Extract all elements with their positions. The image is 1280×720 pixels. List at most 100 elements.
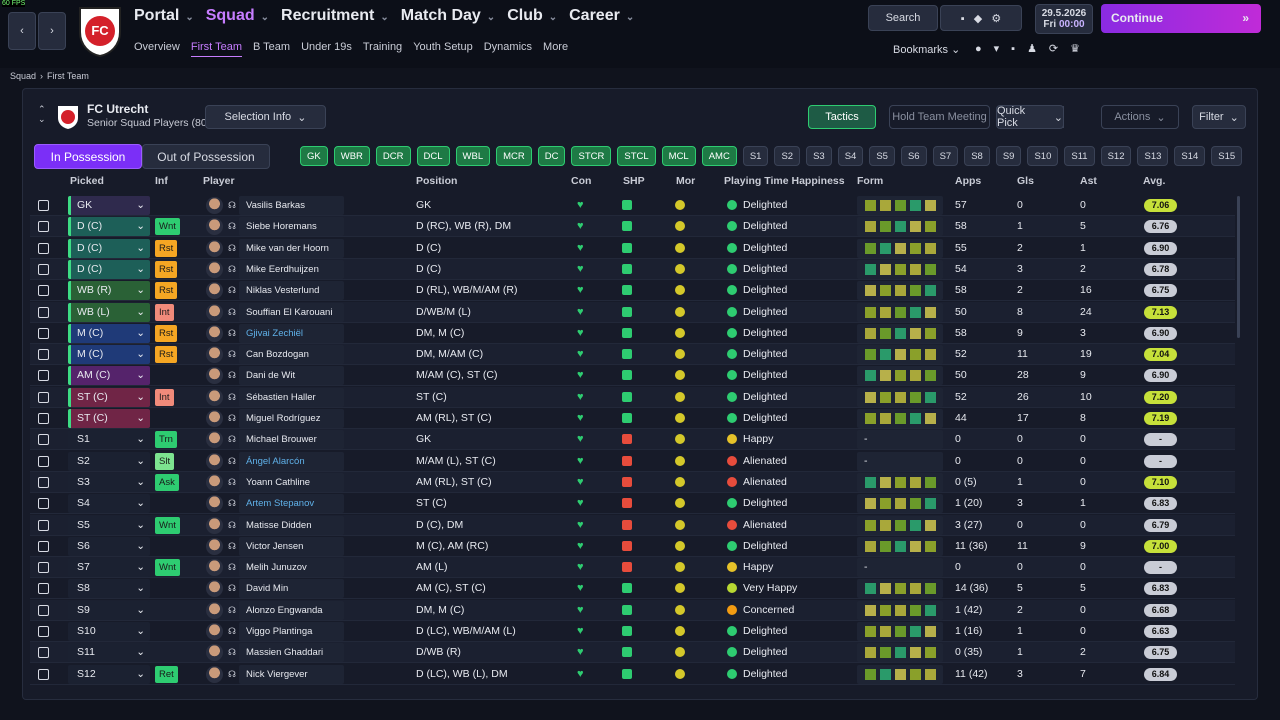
- quick-icons[interactable]: ●▾▪♟⟳♛: [975, 43, 1093, 55]
- checkbox[interactable]: [38, 434, 49, 446]
- checkbox[interactable]: [38, 604, 49, 616]
- crumb-item[interactable]: Squad: [10, 71, 37, 81]
- subnav-item[interactable]: Under 19s: [301, 41, 352, 53]
- sub-button[interactable]: S14: [1174, 146, 1206, 166]
- tab[interactable]: Out of Possession: [142, 144, 270, 169]
- position-button[interactable]: AMC: [701, 146, 737, 166]
- checkbox[interactable]: [38, 540, 49, 552]
- subnav-item[interactable]: Dynamics: [483, 41, 533, 53]
- player-row[interactable]: S7 ⌄ Wnt ☊ Melih Junuzov AM (L) ♥ Happy - 0 0 0 -: [30, 557, 1235, 579]
- sub-button[interactable]: S1: [742, 146, 769, 166]
- tab[interactable]: In Possession: [34, 144, 142, 169]
- crumb-item[interactable]: First Team: [47, 71, 89, 81]
- date-box[interactable]: 29.5.2026 Fri 00:00: [1035, 4, 1093, 34]
- picked-select[interactable]: S11 ⌄: [68, 643, 150, 663]
- picked-select[interactable]: S6 ⌄: [68, 536, 150, 556]
- picked-select[interactable]: D (C) ⌄: [68, 217, 150, 237]
- player-name[interactable]: Viggo Plantinga: [239, 622, 344, 641]
- player-row[interactable]: ST (C) ⌄ ☊ Miguel Rodríguez AM (RL), ST (C) ♥…: [30, 408, 1235, 429]
- action-button[interactable]: Filter ⌄: [1192, 105, 1246, 129]
- sub-button[interactable]: S12: [1100, 146, 1132, 166]
- sub-button[interactable]: S13: [1137, 146, 1169, 166]
- sub-button[interactable]: S11: [1064, 146, 1095, 166]
- player-row[interactable]: M (C) ⌄ Rst ☊ Gjivai Zechiël DM, M (C) ♥ Deligh…: [30, 322, 1235, 344]
- bookmarks[interactable]: Bookmarks ⌄: [893, 44, 961, 56]
- sub-button[interactable]: S4: [837, 146, 864, 166]
- back-button[interactable]: ‹: [8, 12, 36, 50]
- player-name[interactable]: Dani de Wit: [239, 366, 344, 386]
- player-row[interactable]: WB (L) ⌄ Int ☊ Souffian El Karouani D/WB/M (L…: [30, 301, 1235, 323]
- column-header[interactable]: Player: [203, 175, 235, 187]
- player-row[interactable]: D (C) ⌄ Rst ☊ Mike van der Hoorn D (C) ♥ Deligh…: [30, 237, 1235, 259]
- player-row[interactable]: ST (C) ⌄ Int ☊ Sébastien Haller ST (C) ♥ Deligh…: [30, 386, 1235, 408]
- picked-select[interactable]: S3 ⌄: [68, 472, 150, 492]
- player-row[interactable]: M (C) ⌄ Rst ☊ Can Bozdogan DM, M/AM (C) ♥ Delig…: [30, 344, 1235, 366]
- checkbox[interactable]: [38, 327, 49, 339]
- checkbox[interactable]: [38, 413, 49, 424]
- checkbox[interactable]: [38, 476, 49, 488]
- icon-buttons[interactable]: ▪ ◆ ⚙: [940, 5, 1022, 31]
- position-button[interactable]: DCL: [416, 146, 450, 166]
- picked-select[interactable]: M (C) ⌄: [68, 323, 150, 343]
- player-name[interactable]: Miguel Rodríguez: [239, 409, 344, 428]
- player-row[interactable]: S9 ⌄ ☊ Alonzo Engwanda DM, M (C) ♥ Concerned 1 …: [30, 599, 1235, 621]
- player-name[interactable]: Yoann Cathline: [239, 472, 344, 492]
- player-row[interactable]: S12 ⌄ Ret ☊ Nick Viergever D (LC), WB (L), DM…: [30, 663, 1235, 685]
- picked-select[interactable]: D (C) ⌄: [68, 238, 150, 258]
- picked-select[interactable]: ST (C) ⌄: [68, 409, 150, 428]
- checkbox[interactable]: [38, 626, 49, 637]
- position-button[interactable]: STCL: [617, 146, 656, 166]
- player-name[interactable]: Can Bozdogan: [239, 345, 344, 365]
- checkbox[interactable]: [38, 647, 49, 659]
- player-name[interactable]: Nick Viergever: [239, 664, 344, 684]
- picked-select[interactable]: S7 ⌄: [68, 558, 150, 578]
- picked-select[interactable]: M (C) ⌄: [68, 345, 150, 365]
- nav-item[interactable]: Career ⌄: [569, 7, 634, 25]
- player-row[interactable]: WB (R) ⌄ Rst ☊ Niklas Vesterlund D (RL), WB/M…: [30, 280, 1235, 302]
- picked-select[interactable]: GK ⌄: [68, 196, 150, 215]
- player-name[interactable]: Massien Ghaddari: [239, 643, 344, 663]
- picked-select[interactable]: AM (C) ⌄: [68, 366, 150, 386]
- player-name[interactable]: Sébastien Haller: [239, 387, 344, 407]
- nav-item[interactable]: Recruitment ⌄: [281, 7, 389, 25]
- action-button[interactable]: Quick Pick ⌄: [996, 105, 1064, 129]
- checkbox[interactable]: [38, 668, 49, 680]
- player-row[interactable]: S2 ⌄ Slt ☊ Ángel Alarcón M/AM (L), ST (C) ♥ Ali…: [30, 450, 1235, 472]
- player-name[interactable]: Gjivai Zechiël: [239, 323, 344, 343]
- column-header[interactable]: Position: [416, 175, 458, 187]
- picked-select[interactable]: S2 ⌄: [68, 451, 150, 471]
- subnav-item[interactable]: Training: [362, 41, 403, 53]
- sub-button[interactable]: S6: [900, 146, 927, 166]
- column-header[interactable]: Playing Time Happiness: [724, 175, 845, 187]
- nav-item[interactable]: Squad ⌄: [206, 7, 269, 25]
- position-button[interactable]: GK: [300, 146, 328, 166]
- position-button[interactable]: WBR: [333, 146, 370, 166]
- player-name[interactable]: Niklas Vesterlund: [239, 281, 344, 301]
- sub-button[interactable]: S8: [964, 146, 990, 166]
- picked-select[interactable]: S10 ⌄: [68, 622, 150, 641]
- player-row[interactable]: S10 ⌄ ☊ Viggo Plantinga D (LC), WB/M/AM (L) ♥…: [30, 621, 1235, 642]
- player-name[interactable]: Melih Junuzov: [239, 558, 344, 578]
- column-header[interactable]: Apps: [955, 175, 982, 187]
- checkbox[interactable]: [38, 349, 49, 361]
- checkbox[interactable]: [38, 519, 49, 531]
- nav-item[interactable]: Portal ⌄: [134, 7, 194, 25]
- checkbox[interactable]: [38, 370, 49, 382]
- player-name[interactable]: David Min: [239, 579, 344, 599]
- sub-button[interactable]: S7: [932, 146, 959, 166]
- column-header[interactable]: Ast: [1080, 175, 1097, 187]
- picked-select[interactable]: WB (R) ⌄: [68, 281, 150, 301]
- player-row[interactable]: S5 ⌄ Wnt ☊ Matisse Didden D (C), DM ♥ Alienated…: [30, 514, 1235, 536]
- player-row[interactable]: GK ⌄ ☊ Vasilis Barkas GK ♥ Delighted 57 0 0 7.06: [30, 195, 1235, 216]
- player-name[interactable]: Ángel Alarcón: [239, 451, 344, 471]
- checkbox[interactable]: [38, 306, 49, 318]
- subnav-item[interactable]: More: [543, 41, 569, 53]
- column-header[interactable]: Gls: [1017, 175, 1034, 187]
- picked-select[interactable]: WB (L) ⌄: [68, 302, 150, 322]
- sub-button[interactable]: S2: [774, 146, 801, 166]
- checkbox[interactable]: [38, 583, 49, 595]
- player-name[interactable]: Siebe Horemans: [239, 217, 344, 237]
- search-button[interactable]: Search: [868, 5, 938, 31]
- player-row[interactable]: S3 ⌄ Ask ☊ Yoann Cathline AM (RL), ST (C) ♥ Ali…: [30, 471, 1235, 493]
- player-row[interactable]: D (C) ⌄ Rst ☊ Mike Eerdhuijzen D (C) ♥ Delighte…: [30, 258, 1235, 280]
